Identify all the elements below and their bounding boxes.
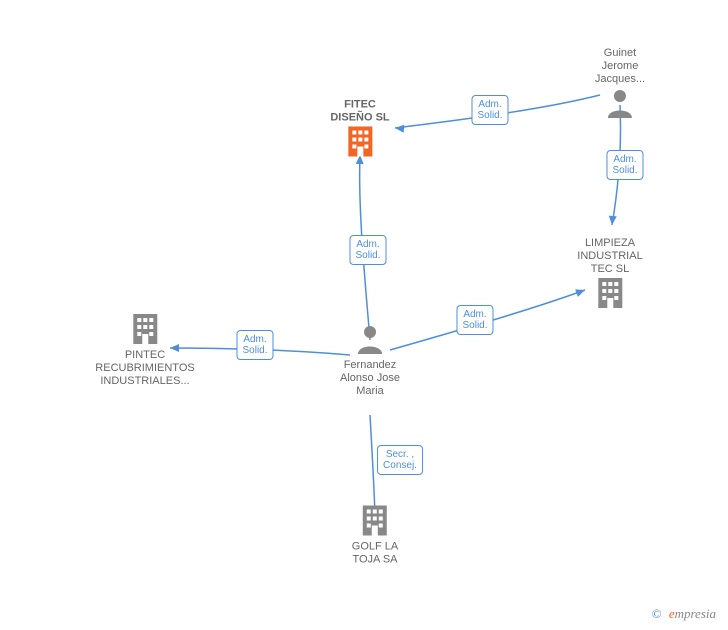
building-icon (130, 312, 160, 349)
edge-label: Secr. , Consej. (377, 445, 423, 475)
copyright-symbol: © (652, 606, 662, 621)
diagram-canvas: Guinet Jerome Jacques... FITEC DISEÑO SL… (0, 0, 728, 630)
edge-fernandez-golf (370, 415, 375, 515)
node-label: GOLF LA TOJA SA (352, 541, 398, 567)
edge-label: Adm. Solid. (236, 330, 273, 360)
brand-rest: mpresia (675, 606, 716, 621)
node-label: FITEC DISEÑO SL (330, 99, 389, 125)
node-guinet[interactable]: Guinet Jerome Jacques... (595, 47, 645, 123)
node-label: Guinet Jerome Jacques... (595, 47, 645, 86)
edge-label: Adm. Solid. (471, 95, 508, 125)
arrowhead-icon (395, 125, 404, 133)
edge-label: Adm. Solid. (606, 150, 643, 180)
edge-label: Adm. Solid. (349, 235, 386, 265)
arrowhead-icon (609, 216, 617, 225)
watermark: © empresia (652, 606, 716, 622)
node-fernandez[interactable]: Fernandez Alonso Jose Maria (340, 322, 400, 398)
building-icon (595, 276, 625, 313)
node-label: PINTEC RECUBRIMIENTOS INDUSTRIALES... (95, 349, 194, 388)
node-label: Fernandez Alonso Jose Maria (340, 359, 400, 398)
edge-label: Adm. Solid. (456, 305, 493, 335)
node-label: LIMPIEZA INDUSTRIAL TEC SL (577, 237, 642, 276)
building-icon (345, 125, 375, 162)
node-limpieza[interactable]: LIMPIEZA INDUSTRIAL TEC SL (577, 237, 642, 313)
person-icon (604, 86, 636, 123)
building-icon (360, 504, 390, 541)
node-fitec[interactable]: FITEC DISEÑO SL (330, 99, 389, 162)
node-golf[interactable]: GOLF LA TOJA SA (352, 504, 398, 567)
node-pintec[interactable]: PINTEC RECUBRIMIENTOS INDUSTRIALES... (95, 312, 194, 388)
person-icon (354, 322, 386, 359)
